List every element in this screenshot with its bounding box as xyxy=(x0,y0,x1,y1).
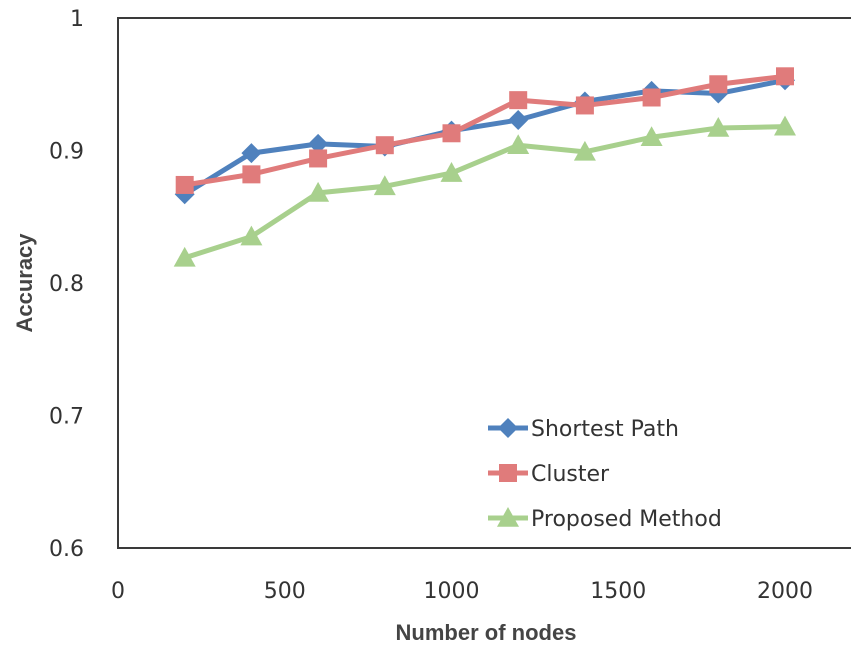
series-line-proposed-method xyxy=(183,124,786,261)
data-point-cluster xyxy=(575,96,594,115)
x-tick-label: 0 xyxy=(111,579,125,604)
x-tick-label: 1500 xyxy=(590,579,646,604)
data-point-cluster xyxy=(175,175,194,194)
plot-border xyxy=(117,17,851,549)
data-point-proposed-method xyxy=(373,175,396,196)
data-point-cluster xyxy=(642,88,661,107)
series-cluster xyxy=(175,67,794,194)
x-axis-ticks: 0 500 1000 1500 2000 xyxy=(111,579,813,604)
data-point-proposed-method xyxy=(707,116,730,137)
data-point-proposed-method xyxy=(640,126,663,147)
x-tick-label: 1000 xyxy=(424,579,480,604)
x-axis-label: Number of nodes xyxy=(396,620,577,645)
data-point-cluster xyxy=(509,91,528,110)
y-axis-ticks: 0.6 0.7 0.8 0.9 1 xyxy=(49,7,84,562)
x-tick-label: 2000 xyxy=(757,579,813,604)
data-point-shortest-path xyxy=(241,143,262,164)
data-point-cluster xyxy=(442,124,461,143)
legend-marker xyxy=(498,418,518,438)
x-tick-label: 500 xyxy=(264,579,306,604)
data-point-shortest-path xyxy=(508,110,529,131)
legend: Shortest Path Cluster Proposed Method xyxy=(488,417,722,532)
y-tick-label: 1 xyxy=(70,7,84,32)
data-point-proposed-method xyxy=(173,246,196,267)
data-point-cluster xyxy=(709,75,728,94)
y-tick-label: 0.8 xyxy=(49,272,84,297)
data-point-cluster xyxy=(242,165,261,184)
data-point-proposed-method xyxy=(573,140,596,161)
data-point-shortest-path xyxy=(308,133,329,154)
data-point-proposed-method xyxy=(507,134,530,154)
data-point-proposed-method xyxy=(240,225,263,246)
data-point-cluster xyxy=(309,149,328,168)
legend-marker xyxy=(499,464,517,482)
y-tick-label: 0.6 xyxy=(49,537,84,562)
y-axis-label: Accuracy xyxy=(12,233,37,333)
series-proposed-method xyxy=(173,115,796,267)
legend-item-shortest-path: Shortest Path xyxy=(488,417,679,442)
data-point-proposed-method xyxy=(440,162,463,182)
data-point-cluster xyxy=(375,136,394,155)
legend-item-proposed-method: Proposed Method xyxy=(488,507,722,532)
legend-item-cluster: Cluster xyxy=(488,462,610,487)
legend-label: Shortest Path xyxy=(531,417,679,442)
data-point-proposed-method xyxy=(307,181,330,202)
plot-area xyxy=(117,17,851,549)
series-layer xyxy=(173,67,796,267)
y-tick-label: 0.9 xyxy=(49,140,84,165)
legend-label: Proposed Method xyxy=(531,507,722,532)
series-line-cluster xyxy=(184,73,786,188)
legend-marker xyxy=(497,507,519,527)
legend-label: Cluster xyxy=(531,462,610,487)
y-tick-label: 0.7 xyxy=(49,405,84,430)
data-point-proposed-method xyxy=(774,115,796,136)
data-point-cluster xyxy=(776,67,794,86)
